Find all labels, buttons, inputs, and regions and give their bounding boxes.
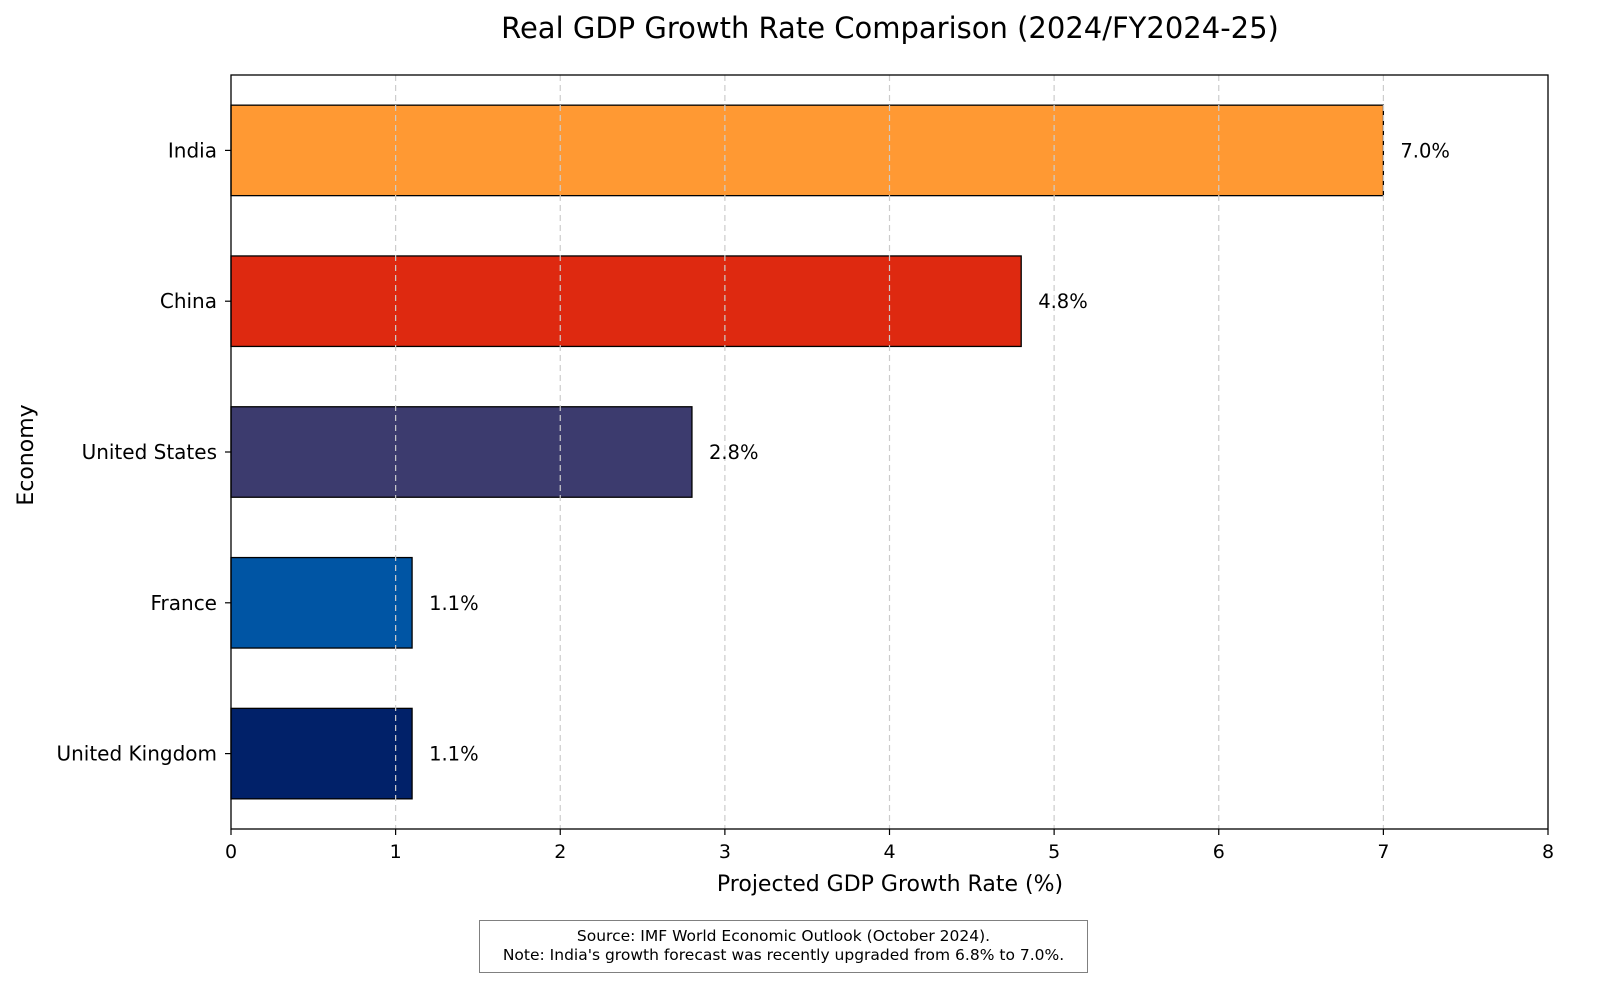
bars	[230, 104, 1385, 800]
y-tick-label: United States	[82, 440, 217, 464]
x-axis-title: Projected GDP Growth Rate (%)	[717, 872, 1063, 897]
y-axis-title: Economy	[14, 404, 39, 505]
chart-title: Real GDP Growth Rate Comparison (2024/FY…	[501, 11, 1279, 45]
bar-united-kingdom	[230, 707, 413, 800]
bar-united-states	[230, 406, 693, 498]
data-labels: 7.0% 4.8% 2.8% 1.1% 1.1%	[429, 139, 1450, 765]
x-tick-label: 2	[554, 841, 566, 863]
x-axis-ticks: 0 1 2 3 4 5 6 7 8	[225, 829, 1554, 863]
y-tick-label: China	[160, 289, 217, 313]
source-line: Source: IMF World Economic Outlook (Octo…	[576, 927, 991, 945]
y-axis-ticks: India China United States France United King…	[56, 138, 231, 766]
x-tick-label: 5	[1048, 841, 1060, 863]
x-tick-label: 7	[1377, 841, 1389, 863]
bar-france	[230, 556, 413, 649]
data-label: 1.1%	[429, 592, 479, 615]
gridlines-overlay	[395, 75, 1384, 829]
y-tick-label: India	[168, 138, 217, 162]
data-label: 1.1%	[429, 743, 479, 766]
y-tick-label: United Kingdom	[56, 742, 217, 766]
y-tick-label: France	[150, 591, 217, 615]
bar-china	[230, 255, 1022, 348]
x-tick-label: 0	[225, 841, 237, 863]
x-tick-label: 3	[719, 841, 731, 863]
data-label: 4.8%	[1038, 290, 1088, 313]
x-tick-label: 4	[883, 841, 895, 863]
source-note-box: Source: IMF World Economic Outlook (Octo…	[479, 920, 1088, 973]
x-tick-label: 8	[1542, 841, 1554, 863]
note-line: Note: India's growth forecast was recent…	[502, 946, 1065, 964]
x-tick-label: 1	[390, 841, 402, 863]
data-label: 2.8%	[709, 441, 759, 464]
data-label: 7.0%	[1400, 139, 1450, 162]
bar-india	[230, 104, 1385, 197]
x-tick-label: 6	[1213, 841, 1225, 863]
